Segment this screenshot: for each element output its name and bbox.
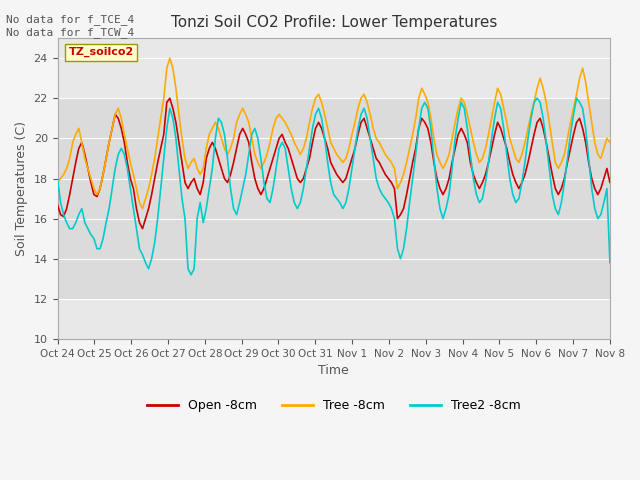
Title: Tonzi Soil CO2 Profile: Lower Temperatures: Tonzi Soil CO2 Profile: Lower Temperatur…	[170, 15, 497, 30]
Bar	[58, 98, 610, 299]
X-axis label: Time: Time	[318, 364, 349, 377]
Y-axis label: Soil Temperatures (C): Soil Temperatures (C)	[15, 121, 28, 256]
Text: TZ_soilco2: TZ_soilco2	[68, 47, 134, 58]
Text: No data for f_TCE_4
No data for f_TCW_4: No data for f_TCE_4 No data for f_TCW_4	[6, 14, 134, 38]
Legend: Open -8cm, Tree -8cm, Tree2 -8cm: Open -8cm, Tree -8cm, Tree2 -8cm	[141, 394, 526, 417]
